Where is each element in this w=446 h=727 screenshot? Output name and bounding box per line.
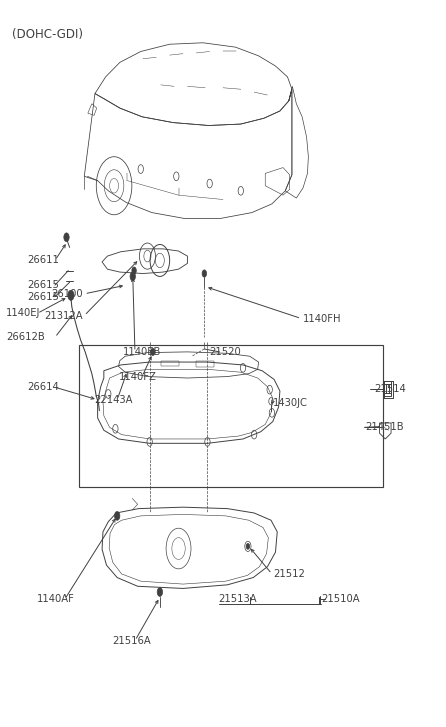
Text: 1140EB: 1140EB	[123, 347, 161, 357]
Text: 26100: 26100	[51, 289, 83, 299]
Circle shape	[246, 544, 250, 550]
Text: 21451B: 21451B	[365, 422, 404, 433]
Bar	[196, 361, 214, 367]
Text: 21312A: 21312A	[44, 310, 83, 321]
Circle shape	[151, 348, 155, 356]
Text: 22143A: 22143A	[94, 395, 132, 405]
Circle shape	[68, 290, 74, 300]
Circle shape	[202, 270, 206, 277]
Text: 26615: 26615	[27, 280, 59, 290]
Text: 26614: 26614	[27, 382, 59, 392]
Bar	[161, 361, 178, 366]
Text: 1140FZ: 1140FZ	[119, 371, 157, 382]
Bar	[78, 345, 383, 487]
Text: (DOHC-GDI): (DOHC-GDI)	[12, 28, 83, 41]
Text: 21513A: 21513A	[219, 595, 257, 604]
Text: 26611: 26611	[27, 255, 59, 265]
Circle shape	[64, 233, 69, 241]
Text: 21510A: 21510A	[321, 595, 359, 604]
Circle shape	[157, 587, 162, 596]
Text: 21516A: 21516A	[113, 635, 152, 646]
Text: 26615: 26615	[27, 292, 59, 302]
Text: 21520: 21520	[210, 347, 241, 357]
Text: 1140FH: 1140FH	[303, 313, 342, 324]
Circle shape	[130, 272, 136, 281]
Text: 1140EJ: 1140EJ	[6, 308, 41, 318]
Circle shape	[115, 512, 120, 521]
Text: 1140AF: 1140AF	[37, 595, 75, 604]
Circle shape	[132, 267, 136, 274]
Text: 26612B: 26612B	[6, 332, 45, 342]
Text: 1430JC: 1430JC	[273, 398, 308, 408]
Text: 21514: 21514	[374, 384, 406, 394]
Text: 21512: 21512	[273, 569, 305, 579]
